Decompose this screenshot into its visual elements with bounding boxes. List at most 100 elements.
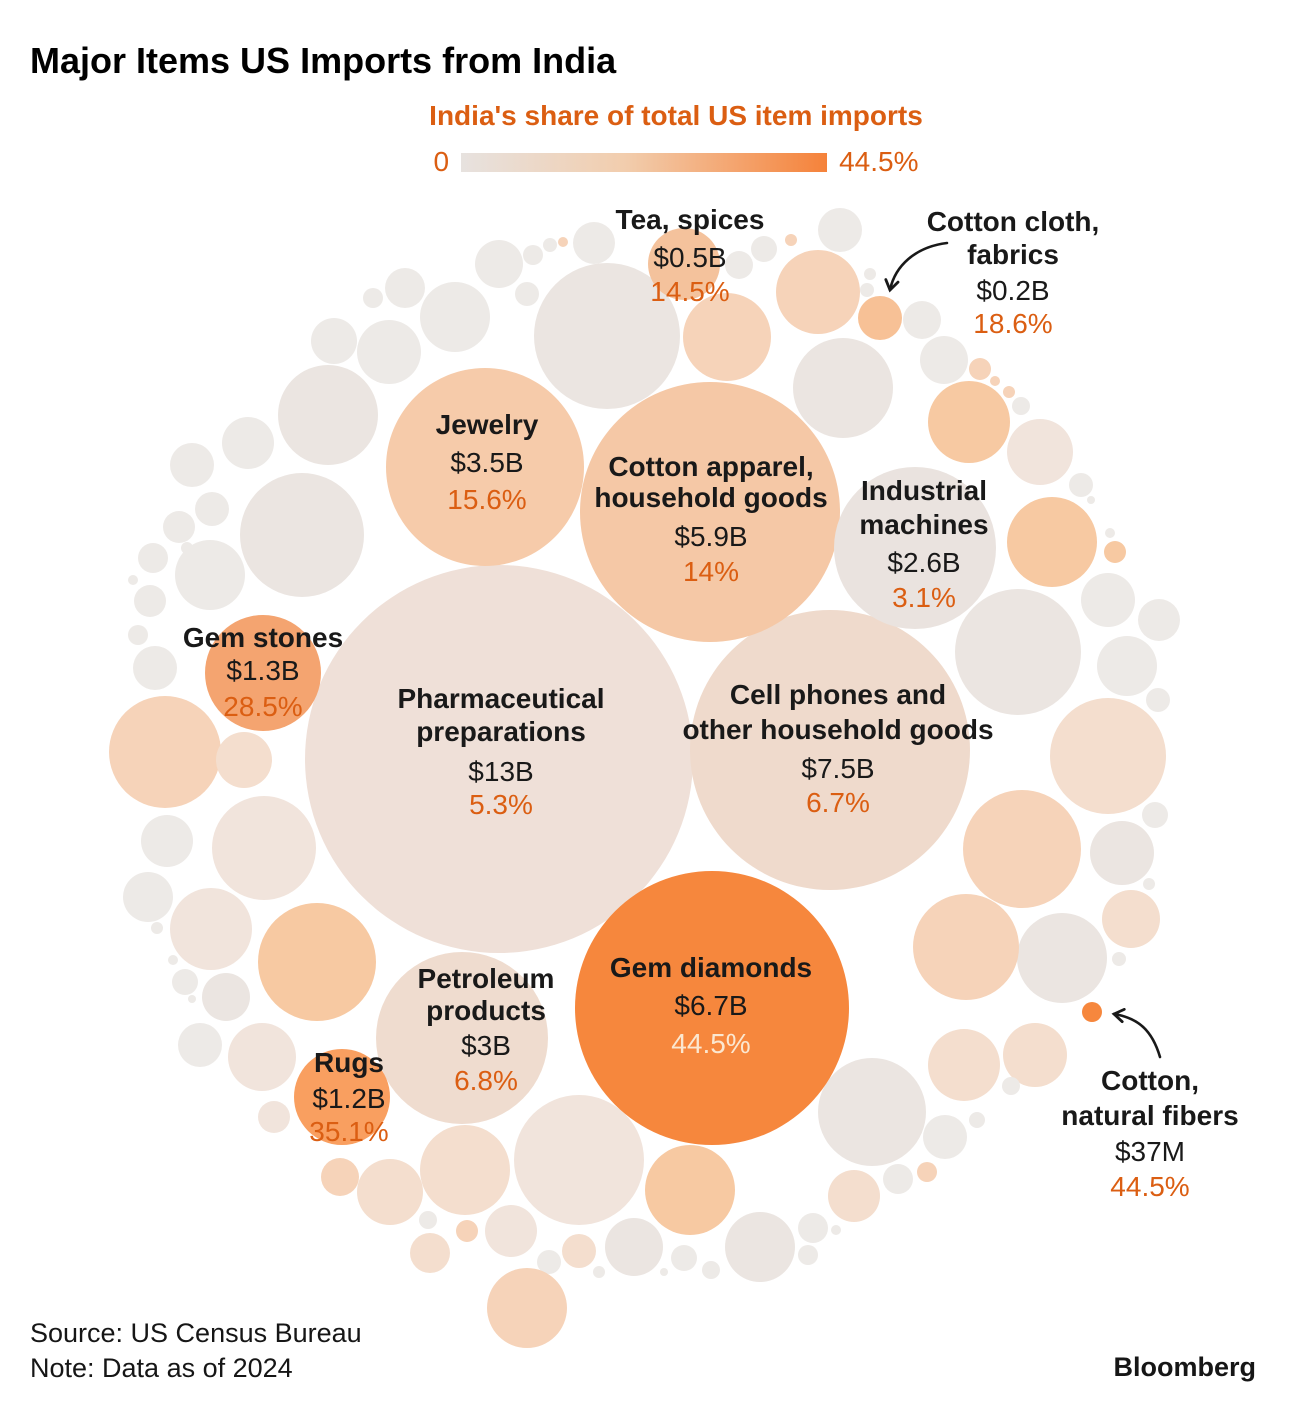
bubble-cotton-cloth[interactable] — [858, 296, 902, 340]
bubble-cotton-apparel[interactable] — [580, 382, 840, 642]
background-bubble — [702, 1261, 720, 1279]
bubble-pharmaceutical-preparations[interactable] — [305, 565, 693, 953]
background-bubble — [410, 1233, 450, 1273]
background-bubble — [523, 245, 543, 265]
background-bubble — [385, 268, 425, 308]
background-bubble — [1138, 599, 1180, 641]
background-bubble — [969, 358, 991, 380]
label-industrial-machines-name: machines — [859, 509, 988, 540]
background-bubble — [168, 955, 178, 965]
background-bubble — [562, 1234, 596, 1268]
background-bubble — [163, 511, 195, 543]
background-bubble — [645, 1145, 735, 1235]
label-cell-phones-value: $7.5B — [801, 753, 874, 784]
label-pharmaceutical-preparations-name: Pharmaceutical — [398, 683, 605, 714]
background-bubble — [138, 543, 168, 573]
background-bubble — [419, 1211, 437, 1229]
background-bubble — [228, 1023, 296, 1091]
label-petroleum-products-value: $3B — [461, 1030, 511, 1061]
background-bubble — [1143, 878, 1155, 890]
background-bubble — [134, 585, 166, 617]
background-bubble — [1090, 821, 1154, 885]
background-bubble — [923, 1115, 967, 1159]
background-bubble — [660, 1268, 668, 1276]
background-bubble — [605, 1218, 663, 1276]
label-cotton-cloth-name: fabrics — [967, 239, 1059, 270]
background-bubble — [955, 589, 1081, 715]
label-tea-spices-name: Tea, spices — [616, 204, 765, 235]
background-bubble — [593, 1266, 605, 1278]
background-bubble — [860, 283, 874, 297]
label-industrial-machines-value: $2.6B — [887, 547, 960, 578]
background-bubble — [969, 1112, 985, 1128]
background-bubble — [1087, 496, 1095, 504]
color-legend: India's share of total US item imports 0… — [366, 100, 986, 178]
label-cotton-cloth-value: $0.2B — [976, 275, 1049, 306]
label-gem-stones-value: $1.3B — [226, 655, 299, 686]
background-bubble — [1012, 397, 1030, 415]
background-bubble — [212, 796, 316, 900]
background-bubble — [133, 646, 177, 690]
background-bubble — [920, 336, 968, 384]
label-pharmaceutical-preparations-value: $13B — [468, 756, 533, 787]
label-cotton-natural-fibers-name: natural fibers — [1061, 1100, 1238, 1131]
background-bubble — [128, 575, 138, 585]
background-bubble — [170, 443, 214, 487]
background-bubble — [1069, 473, 1093, 497]
label-cotton-cloth-share: 18.6% — [973, 308, 1052, 339]
legend-gradient-bar — [461, 152, 828, 172]
background-bubble — [128, 625, 148, 645]
label-pharmaceutical-preparations-name: preparations — [416, 716, 586, 747]
label-cotton-natural-fibers-value: $37M — [1115, 1136, 1185, 1167]
label-gem-stones-name: Gem stones — [183, 622, 343, 653]
label-jewelry-value: $3.5B — [450, 447, 523, 478]
background-bubble — [1102, 890, 1160, 948]
background-bubble — [311, 318, 357, 364]
background-bubble — [917, 1162, 937, 1182]
background-bubble — [1146, 688, 1170, 712]
label-rugs-name: Rugs — [314, 1047, 384, 1078]
background-bubble — [534, 263, 680, 409]
label-industrial-machines-share: 3.1% — [892, 582, 956, 613]
bubble-rugs[interactable] — [294, 1049, 390, 1145]
background-bubble — [785, 234, 797, 246]
background-bubble — [1003, 1023, 1067, 1087]
bubble-cotton-natural-fibers[interactable] — [1082, 1002, 1102, 1022]
background-bubble — [258, 903, 376, 1021]
background-bubble — [420, 1125, 510, 1215]
background-bubble — [963, 790, 1081, 908]
background-bubble — [363, 288, 383, 308]
background-bubble — [798, 1213, 828, 1243]
background-bubble — [913, 894, 1019, 1000]
background-bubble — [683, 293, 771, 381]
background-bubble — [558, 237, 568, 247]
background-bubble — [222, 417, 274, 469]
page-title: Major Items US Imports from India — [30, 40, 617, 81]
label-cell-phones-name: other household goods — [682, 714, 993, 745]
bubble-cell-phones[interactable] — [690, 610, 970, 890]
label-tea-spices-share: 14.5% — [650, 276, 729, 307]
background-bubble — [1007, 497, 1097, 587]
background-bubble — [1003, 386, 1015, 398]
label-jewelry-share: 15.6% — [447, 484, 526, 515]
bubble-industrial-machines[interactable] — [834, 467, 996, 629]
background-bubble — [543, 238, 557, 252]
legend-max-label: 44.5% — [839, 146, 919, 177]
background-bubble — [864, 268, 876, 280]
bubble-jewelry[interactable] — [386, 368, 584, 566]
background-bubble — [1081, 573, 1135, 627]
background-bubble — [776, 250, 860, 334]
bubble-petroleum-products[interactable] — [376, 952, 548, 1124]
background-bubble — [1002, 1077, 1020, 1095]
background-bubble — [170, 888, 252, 970]
bubble-gem-stones[interactable] — [205, 615, 321, 731]
background-bubble — [195, 492, 229, 526]
background-bubble — [456, 1220, 478, 1242]
background-bubble — [1142, 802, 1168, 828]
bubble-tea-spices[interactable] — [648, 228, 720, 300]
label-rugs-value: $1.2B — [312, 1083, 385, 1114]
bubble-gem-diamonds[interactable] — [575, 871, 849, 1145]
label-gem-stones-share: 28.5% — [223, 691, 302, 722]
